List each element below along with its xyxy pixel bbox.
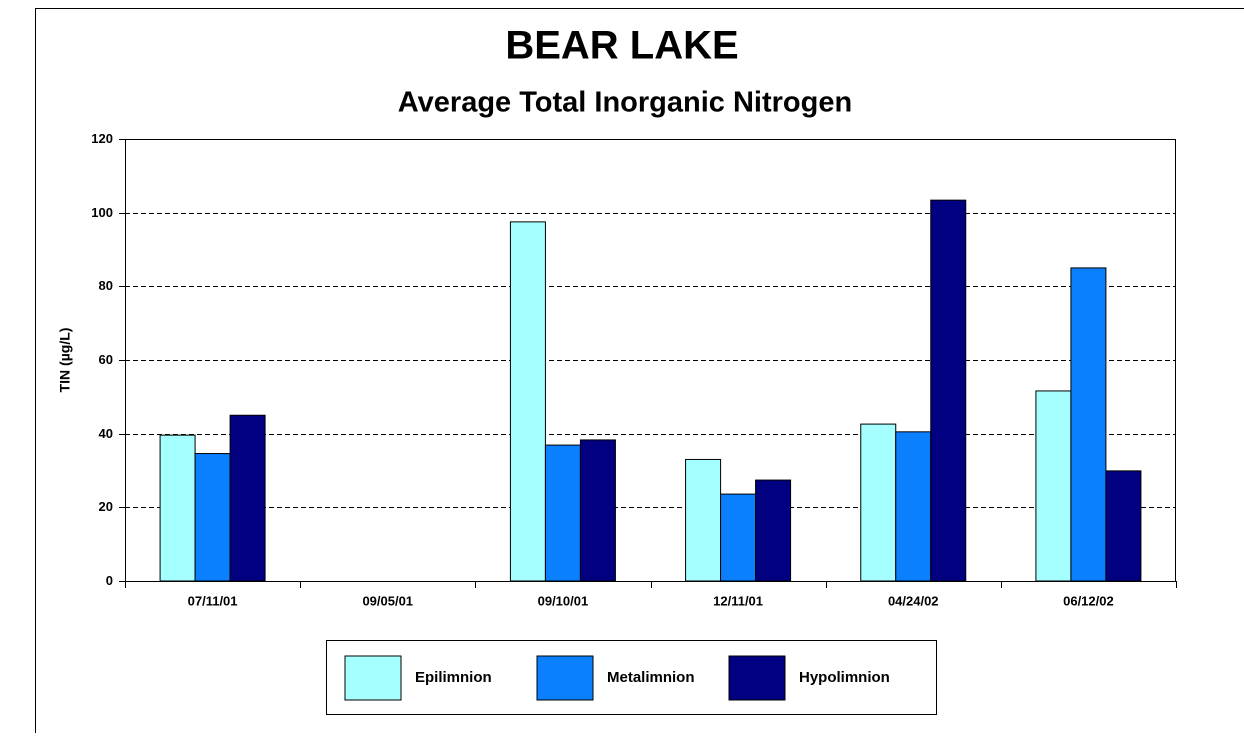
bar [896, 432, 931, 581]
bar [756, 480, 791, 581]
chart-title: BEAR LAKE [505, 24, 738, 68]
bar [510, 222, 545, 581]
bar [1071, 268, 1106, 581]
x-tick-label: 09/10/01 [538, 593, 589, 608]
x-tick-label: 12/11/01 [713, 593, 763, 608]
bar [1036, 391, 1071, 581]
legend-label: Hypolimnion [799, 669, 890, 686]
y-tick-label: 100 [91, 205, 113, 220]
x-tick-label: 06/12/02 [1063, 593, 1114, 608]
x-tick-label: 07/11/01 [188, 593, 238, 608]
y-tick-label: 80 [99, 278, 113, 293]
y-axis-title: TIN (µg/L) [57, 328, 73, 393]
x-tick-label: 09/05/01 [362, 593, 413, 608]
y-tick-label: 120 [91, 131, 113, 146]
legend-swatch [537, 656, 593, 700]
legend-label: Metalimnion [607, 669, 695, 686]
y-tick-label: 0 [106, 573, 113, 588]
y-tick-label: 40 [99, 426, 113, 441]
bar [195, 454, 230, 581]
legend-swatch [729, 656, 785, 700]
bar [931, 200, 966, 581]
legend-label: Epilimnion [415, 669, 492, 686]
bar [861, 424, 896, 581]
y-tick-label: 20 [99, 499, 113, 514]
bar [545, 445, 580, 581]
y-tick-label: 60 [99, 352, 113, 367]
bar [1106, 471, 1141, 581]
bar [230, 415, 265, 581]
legend-swatch [345, 656, 401, 700]
bar [721, 494, 756, 581]
x-tick-label: 04/24/02 [888, 593, 939, 608]
bar [580, 440, 615, 581]
chart-subtitle: Average Total Inorganic Nitrogen [398, 87, 852, 119]
bar [686, 459, 721, 581]
bar [160, 435, 195, 581]
